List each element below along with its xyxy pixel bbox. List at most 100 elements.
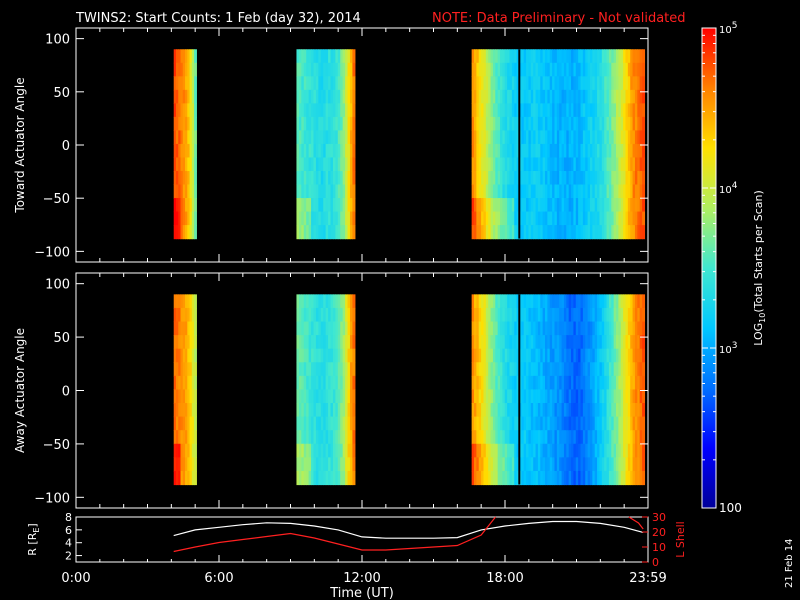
heatmap-cell [481,307,485,323]
heatmap-cell [308,211,312,226]
heatmap-cell [492,335,496,350]
heatmap-cell [325,157,329,172]
heatmap-cell [313,89,317,104]
heatmap-cell [568,443,572,458]
heatmap-cell [340,116,344,132]
heatmap-cell [323,103,327,118]
heatmap-cell [604,62,608,77]
heatmap-cell [182,470,186,486]
heatmap-cell [298,335,302,350]
heatmap-cell [182,403,186,418]
heatmap-cell [526,443,530,458]
heatmap-cell [507,116,511,132]
heatmap-cell [537,103,541,118]
heatmap-cell [549,443,553,458]
heatmap-cell [592,470,596,486]
heatmap-cell [582,49,586,64]
heatmap-cell [296,89,300,104]
x-tick-label: 23:59 [629,571,666,586]
heatmap-cell [606,89,610,104]
heatmap-cell [315,375,319,391]
heatmap-cell [547,76,551,91]
heatmap-cell [173,225,177,240]
heatmap-cell [573,470,577,486]
heatmap-cell [575,62,579,77]
heatmap-cell [298,362,302,377]
heatmap-cell [497,103,501,118]
heatmap-cell [507,307,511,323]
heatmap-cell [345,335,349,350]
heatmap-cell [594,470,598,486]
heatmap-cell [526,198,530,213]
heatmap-cell [599,89,603,104]
heatmap-cell [542,225,546,240]
heatmap-cell [340,103,344,118]
heatmap-cell [528,198,532,213]
heatmap-cell [330,416,334,431]
heatmap-cell [349,362,354,377]
heatmap-cell [552,198,556,213]
heatmap-cell [623,130,627,145]
heatmap-cell [608,170,612,186]
heatmap-cell [592,430,596,445]
heatmap-cell [611,470,615,486]
heatmap-cell [540,76,544,91]
heatmap-cell [582,416,586,431]
heatmap-cell [568,211,572,226]
heatmap-cell [608,116,612,132]
heatmap-cell [587,76,591,91]
heatmap-cell [313,403,317,418]
x-axis-label: Time (UT) [329,586,394,600]
heatmap-cell [191,430,195,445]
heatmap-cell [521,170,525,186]
heatmap-cell [306,348,310,363]
heatmap-cell [587,307,591,323]
heatmap-cell [313,76,317,91]
y-axis-label: Away Actuator Angle [13,328,27,453]
heatmap-cell [483,375,487,391]
heatmap-cell [604,403,608,418]
heatmap-cell [599,321,603,336]
heatmap-cell [476,103,480,118]
heatmap-cell [627,389,631,404]
heatmap-cell [582,184,586,199]
heatmap-cell [173,170,177,186]
heatmap-cell [545,375,548,391]
heatmap-cell [175,76,179,91]
heatmap-cell [490,443,494,458]
heatmap-cell [639,211,643,226]
heatmap-cell [313,375,317,391]
heatmap-cell [189,143,193,159]
heatmap-cell [315,211,319,226]
heatmap-cell [478,457,482,472]
heatmap-cell [568,430,572,445]
heatmap-cell [556,143,560,159]
heatmap-cell [592,89,596,104]
heatmap-cell [301,103,305,118]
heatmap-cell [526,403,530,418]
heatmap-cell [485,416,489,431]
heatmap-cell [580,443,584,458]
heatmap-cell [311,443,315,458]
heatmap-cell [178,143,182,159]
heatmap-cell [587,198,591,213]
heatmap-cell [349,307,354,323]
heatmap-cell [623,403,627,418]
heatmap-cell [573,143,577,159]
heatmap-cell [620,430,624,445]
heatmap-cell [533,348,537,363]
heatmap-cell [606,143,610,159]
heatmap-cell [349,49,354,64]
heatmap-cell [573,307,577,323]
heatmap-cell [320,225,324,240]
heatmap-cell [173,375,177,391]
heatmap-cell [352,198,356,213]
heatmap-cell [189,389,193,404]
heatmap-cell [618,225,622,240]
heatmap-cell [530,170,534,186]
heatmap-cell [509,348,513,363]
heatmap-cell [187,184,191,199]
heatmap-cell [618,130,622,145]
heatmap-cell [511,103,515,118]
